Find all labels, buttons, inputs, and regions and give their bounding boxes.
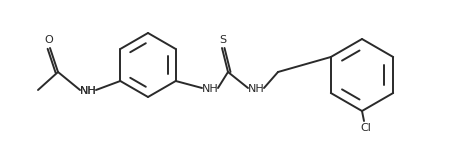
Text: NH: NH bbox=[80, 86, 96, 96]
Text: NH: NH bbox=[247, 84, 264, 94]
Text: O: O bbox=[44, 35, 53, 45]
Text: NH: NH bbox=[80, 86, 96, 96]
Text: Cl: Cl bbox=[360, 123, 371, 133]
Text: S: S bbox=[219, 35, 226, 45]
Text: NH: NH bbox=[201, 84, 218, 94]
